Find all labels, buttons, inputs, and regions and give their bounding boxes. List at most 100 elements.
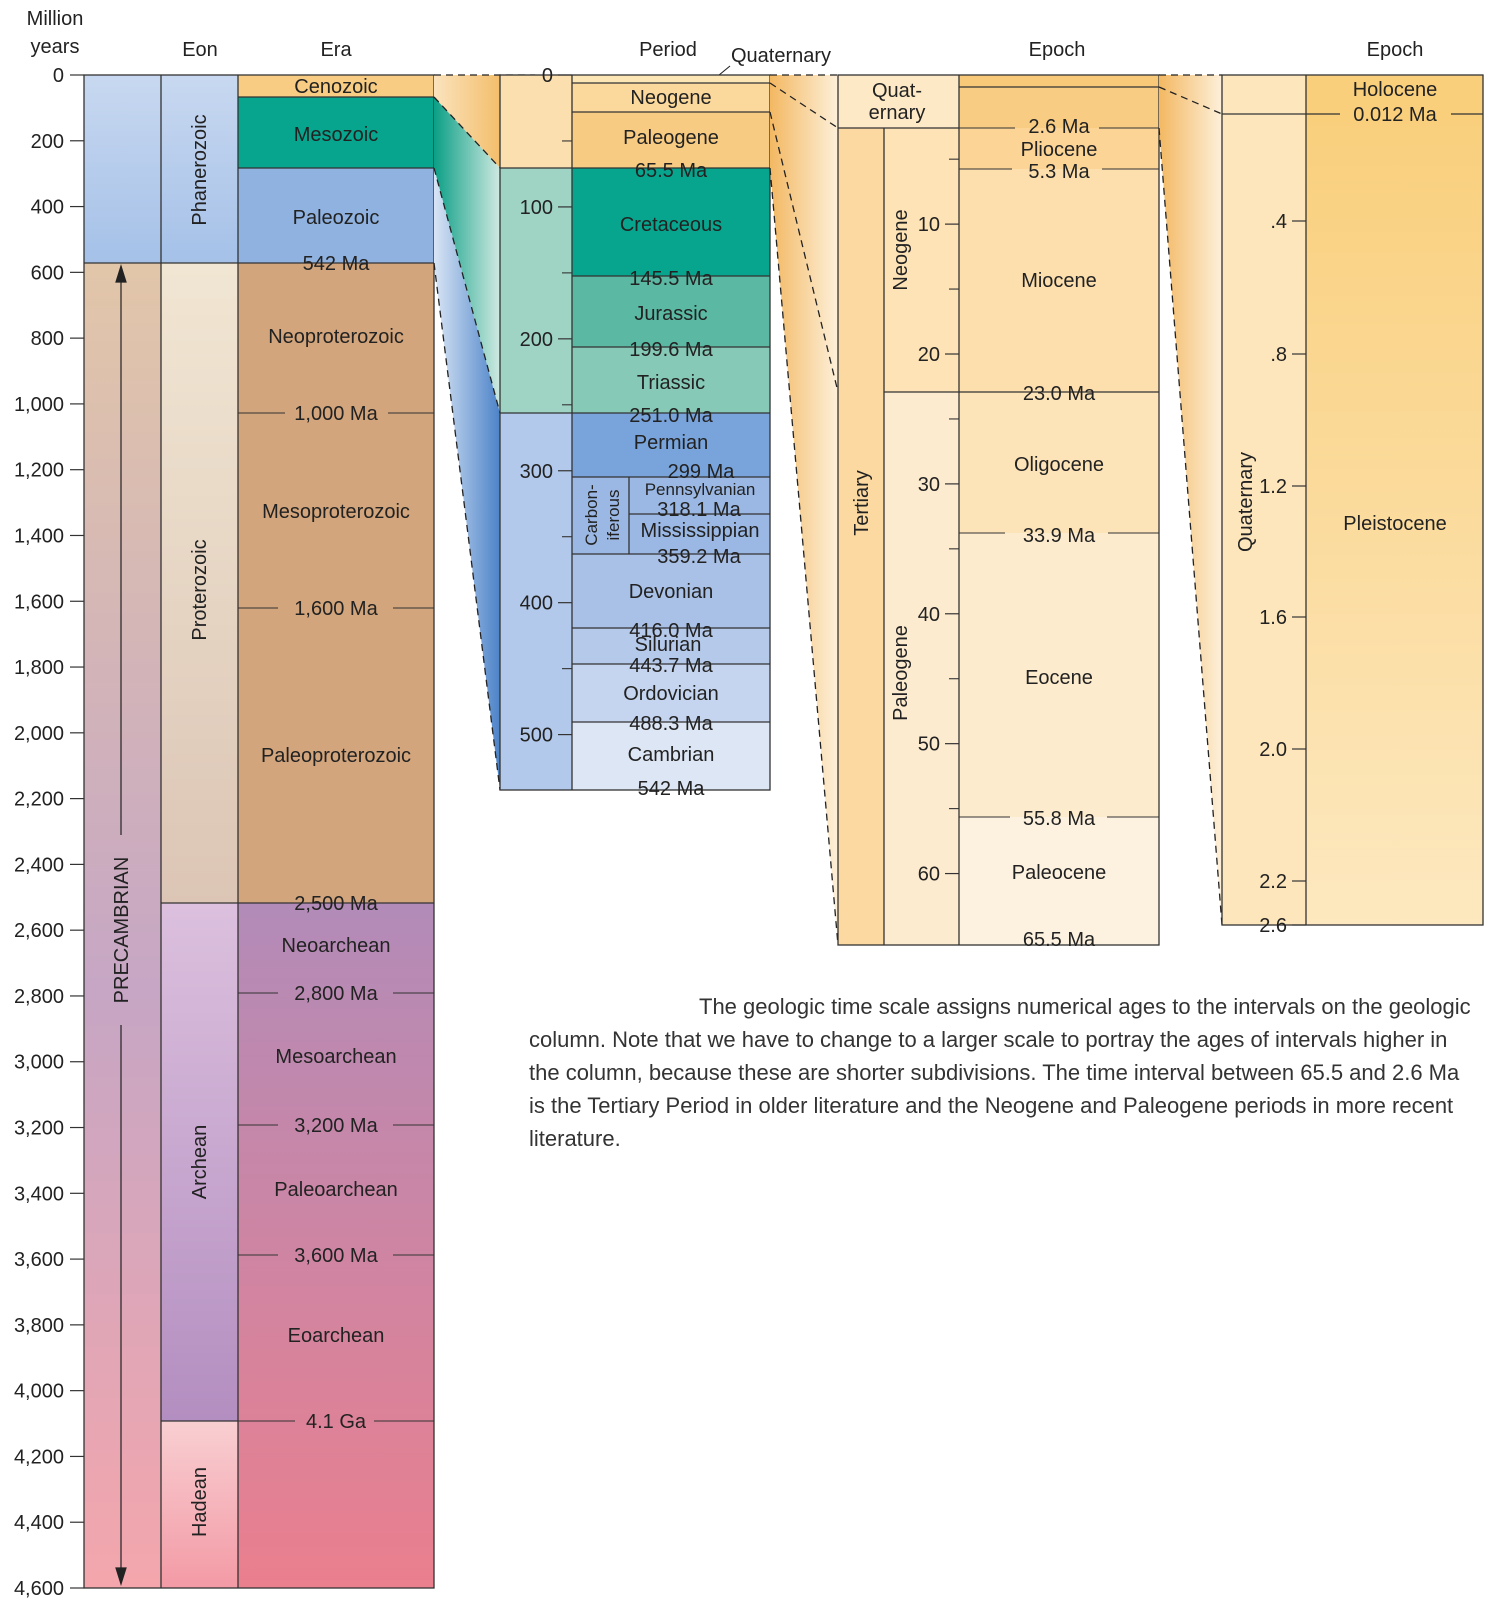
proterozoic-era-block <box>238 263 434 903</box>
column1-axis-tick-label: 3,200 <box>14 1118 64 1140</box>
age-axis-million-years: 0 200 400 600 800 1,000 1,200 1,400 1,600 1,800 2,… <box>14 65 84 1600</box>
boundary-145-5-ma: 145.5 Ma <box>629 268 713 290</box>
column-quaternary-epochs: Epoch .4 .8 1.2 1.6 2.0 2.2 2.6 Quaternary Hol… <box>1221 39 1484 937</box>
boundary-488-3-ma: 488.3 Ma <box>629 713 713 735</box>
paleogene-period-label: Paleogene <box>623 127 719 149</box>
neogene-period-label: Neogene <box>630 87 711 109</box>
paleogene-sub-label: Paleogene <box>890 625 912 721</box>
boundary-55-8-ma: 55.8 Ma <box>1023 808 1096 830</box>
boundary-416-0-ma: 416.0 Ma <box>629 620 713 642</box>
column1-axis-tick-label: 1,400 <box>14 525 64 547</box>
quaternary-label-line1: Quat- <box>872 80 922 102</box>
archean-eon-block <box>161 903 238 1421</box>
tertiary-label: Tertiary <box>851 470 873 536</box>
eon-header: Eon <box>182 39 218 61</box>
pleistocene-epoch-block <box>1306 114 1483 925</box>
column3-axis-tick-label: 60 <box>918 864 940 886</box>
devonian-period-label: Devonian <box>629 581 714 603</box>
column3-axis-tick-label: 40 <box>918 604 940 626</box>
column2-axis-tick-label: 300 <box>520 461 553 483</box>
column1-axis-tick-label: 2,200 <box>14 789 64 811</box>
mississippian-subperiod-label: Mississippian <box>641 520 760 542</box>
phanerozoic-supereon-block <box>84 75 161 263</box>
quaternary-period-label: Quaternary <box>1235 452 1257 552</box>
expansion-wedge-1 <box>433 74 535 791</box>
permian-period-block <box>572 413 770 477</box>
column3-axis-tick-label: 50 <box>918 734 940 756</box>
column1-axis-tick-label: 2,600 <box>14 920 64 942</box>
column-eon-era: Million years Eon Era <box>14 8 435 1600</box>
quaternary-period-block <box>572 75 770 83</box>
miocene-label: Miocene <box>1021 270 1097 292</box>
quaternary-strip <box>959 75 1159 87</box>
boundary-33-9-ma: 33.9 Ma <box>1023 525 1096 547</box>
boundary-542-ma-bottom: 542 Ma <box>638 778 706 800</box>
miocene-epoch-block <box>959 169 1159 392</box>
column1-axis-tick-label: 600 <box>31 262 64 284</box>
boundary-359-2-ma: 359.2 Ma <box>657 546 741 568</box>
column4-axis-tick-label: .8 <box>1270 344 1287 366</box>
hadean-eon-label: Hadean <box>189 1467 211 1537</box>
boundary-0-012-ma: 0.012 Ma <box>1353 104 1437 126</box>
proterozoic-eon-label: Proterozoic <box>189 539 211 640</box>
paleoproterozoic-era-label: Paleoproterozoic <box>261 745 411 767</box>
mesozoic-era-block <box>238 97 434 168</box>
ordovician-period-block <box>572 664 770 722</box>
pennsylvanian-subperiod-label: Pennsylvanian <box>645 480 756 499</box>
cambrian-period-block <box>572 722 770 790</box>
column1-axis-tick-label: 200 <box>31 131 64 153</box>
carboniferous-label-line1: Carbon- <box>582 484 601 545</box>
boundary-3200-ma: 3,200 Ma <box>294 1115 378 1137</box>
neoproterozoic-era-label: Neoproterozoic <box>268 326 404 348</box>
column1-axis-tick-label: 3,800 <box>14 1315 64 1337</box>
column3-axis-tick-label: 30 <box>918 474 940 496</box>
jurassic-period-block <box>572 276 770 347</box>
column4-axis-tick-label: 2.2 <box>1259 871 1287 893</box>
silurian-period-block <box>572 628 770 664</box>
figure-caption: The geologic time scale assigns numerica… <box>529 994 1471 1151</box>
expansion-wedge-3 <box>1158 74 1223 926</box>
mesoarchean-era-label: Mesoarchean <box>275 1046 396 1068</box>
boundary-4100-ma: 4.1 Ga <box>306 1411 367 1433</box>
column-tertiary-epochs: Epoch 10 20 30 40 50 60 Quat- ernary <box>837 39 1160 951</box>
column2-axis-tick-label: 200 <box>520 329 553 351</box>
quaternary-age-axis: .4 .8 1.2 1.6 2.0 2.2 2.6 <box>1259 211 1306 937</box>
neogene-period-block <box>572 83 770 112</box>
mesozoic-era-label: Mesozoic <box>294 124 378 146</box>
cretaceous-period-block <box>572 168 770 276</box>
devonian-period-block <box>572 554 770 628</box>
column1-axis-tick-label: 1,200 <box>14 460 64 482</box>
paleoarchean-era-label: Paleoarchean <box>274 1179 397 1201</box>
column2-axis-tick-label: 100 <box>520 197 553 219</box>
boundary-199-6-ma: 199.6 Ma <box>629 339 713 361</box>
column1-axis-tick-label: 2,400 <box>14 854 64 876</box>
carboniferous-label-line2: iferous <box>604 489 623 540</box>
units-header-line2: years <box>31 36 80 58</box>
column4-axis-tick-label: 2.0 <box>1259 739 1287 761</box>
boundary-23-0-ma: 23.0 Ma <box>1023 383 1096 405</box>
archean-era-block <box>238 903 434 1588</box>
boundary-2800-ma: 2,800 Ma <box>294 983 378 1005</box>
column1-axis-tick-label: 3,600 <box>14 1249 64 1271</box>
oligocene-label: Oligocene <box>1014 454 1104 476</box>
column1-axis-tick-label: 3,400 <box>14 1183 64 1205</box>
mesoproterozoic-era-label: Mesoproterozoic <box>262 501 410 523</box>
boundary-65-5-ma-tertiary: 65.5 Ma <box>1023 929 1096 951</box>
boundary-443-7-ma: 443.7 Ma <box>629 655 713 677</box>
hadean-eon-block <box>161 1421 238 1588</box>
quaternary-label-line2: ernary <box>869 102 926 124</box>
paleocene-label: Paleocene <box>1012 862 1107 884</box>
column1-axis-tick-label: 3,000 <box>14 1052 64 1074</box>
carboniferous-period-block <box>572 477 770 554</box>
phanerozoic-eon-block <box>161 75 238 263</box>
pleistocene-label: Pleistocene <box>1343 513 1446 535</box>
boundary-2500-ma: 2,500 Ma <box>294 893 378 915</box>
eocene-label: Eocene <box>1025 667 1093 689</box>
paleozoic-era-label: Paleozoic <box>293 207 380 229</box>
holocene-label: Holocene <box>1353 79 1438 101</box>
era-header: Era <box>320 39 352 61</box>
boundary-65-5-ma: 65.5 Ma <box>635 160 708 182</box>
cretaceous-period-label: Cretaceous <box>620 214 722 236</box>
period-age-axis: 0 100 200 300 400 500 <box>520 65 572 747</box>
column1-axis-tick-label: 4,000 <box>14 1381 64 1403</box>
